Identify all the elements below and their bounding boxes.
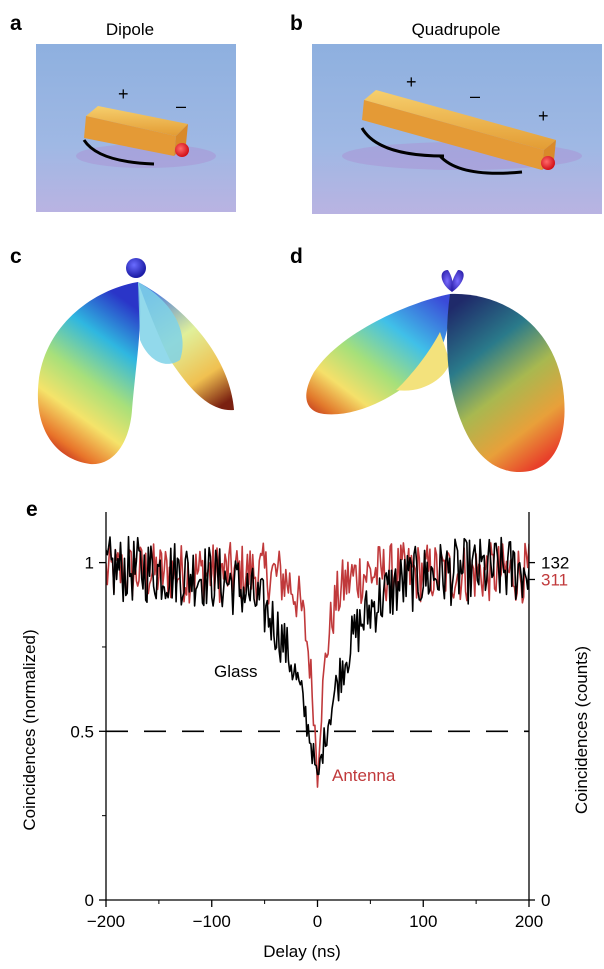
quadrupole-top-lobe-left <box>441 270 453 292</box>
dipole-radiation-pattern <box>37 258 234 465</box>
y-axis-label-right: Coincidences (counts) <box>572 645 591 815</box>
annotation-antenna: Antenna <box>332 766 396 785</box>
x-tick-label: −200 <box>87 912 125 931</box>
dipole-rod <box>86 106 188 136</box>
dipole-plus-sign: + <box>118 84 129 104</box>
quadrupole-rod <box>364 90 556 150</box>
panel-label-a: a <box>10 12 22 35</box>
dipole-rod-side <box>84 116 176 156</box>
y-tick-label-right: 311 <box>541 570 568 589</box>
quadrupole-top-lobe-right <box>451 270 464 292</box>
dipole-minus-sign: – <box>176 96 187 116</box>
dipole-emitter-dot <box>175 143 189 157</box>
quadrupole-radiation-pattern <box>306 270 565 472</box>
y-tick-label-left: 1 <box>85 554 94 573</box>
dipole-illustration <box>36 44 236 212</box>
quadrupole-arc-right <box>438 154 523 175</box>
series-line-glass <box>106 535 529 776</box>
quadrupole-lobe-left <box>306 294 451 415</box>
series-group <box>106 535 529 788</box>
quadrupole-emitter-dot <box>541 156 555 170</box>
panel-label-b: b <box>290 12 303 35</box>
panel-title-dipole: Dipole <box>105 20 155 39</box>
quadrupole-arc-left <box>360 127 445 158</box>
y-tick-label-right: 132 <box>541 554 569 573</box>
y-tick-label-right: 0 <box>541 891 550 910</box>
quadrupole-plus-sign-2: + <box>538 106 549 126</box>
dipole-lobe-middle <box>138 282 183 364</box>
quadrupole-minus-sign: – <box>470 86 481 106</box>
y-tick-label-left: 0 <box>85 891 94 910</box>
quadrupole-illustration <box>312 44 602 214</box>
quadrupole-rod-side <box>362 100 544 170</box>
panel-label-d: d <box>290 245 303 268</box>
x-tick-label: −100 <box>193 912 231 931</box>
x-tick-label: 0 <box>313 912 322 931</box>
y-tick-label-left: 0.5 <box>70 722 94 741</box>
x-tick-label: 200 <box>515 912 543 931</box>
annotation-glass: Glass <box>214 662 258 681</box>
panel-label-c: c <box>10 245 22 268</box>
y-axis-label-left: Coincidences (normalized) <box>20 629 39 831</box>
x-tick-label: 100 <box>409 912 437 931</box>
panel-title-quadrupole: Quadrupole <box>411 20 501 39</box>
quadrupole-lobe-middle <box>396 332 450 391</box>
panel-label-e: e <box>26 498 38 521</box>
dipole-top-lobe <box>126 258 146 278</box>
x-axis-label: Delay (ns) <box>263 942 341 961</box>
quadrupole-plus-sign-1: + <box>406 72 417 92</box>
dipole-near-field-arc <box>82 139 155 166</box>
quadrupole-lobe-right <box>447 293 565 472</box>
dipole-lobe-left <box>37 282 141 465</box>
